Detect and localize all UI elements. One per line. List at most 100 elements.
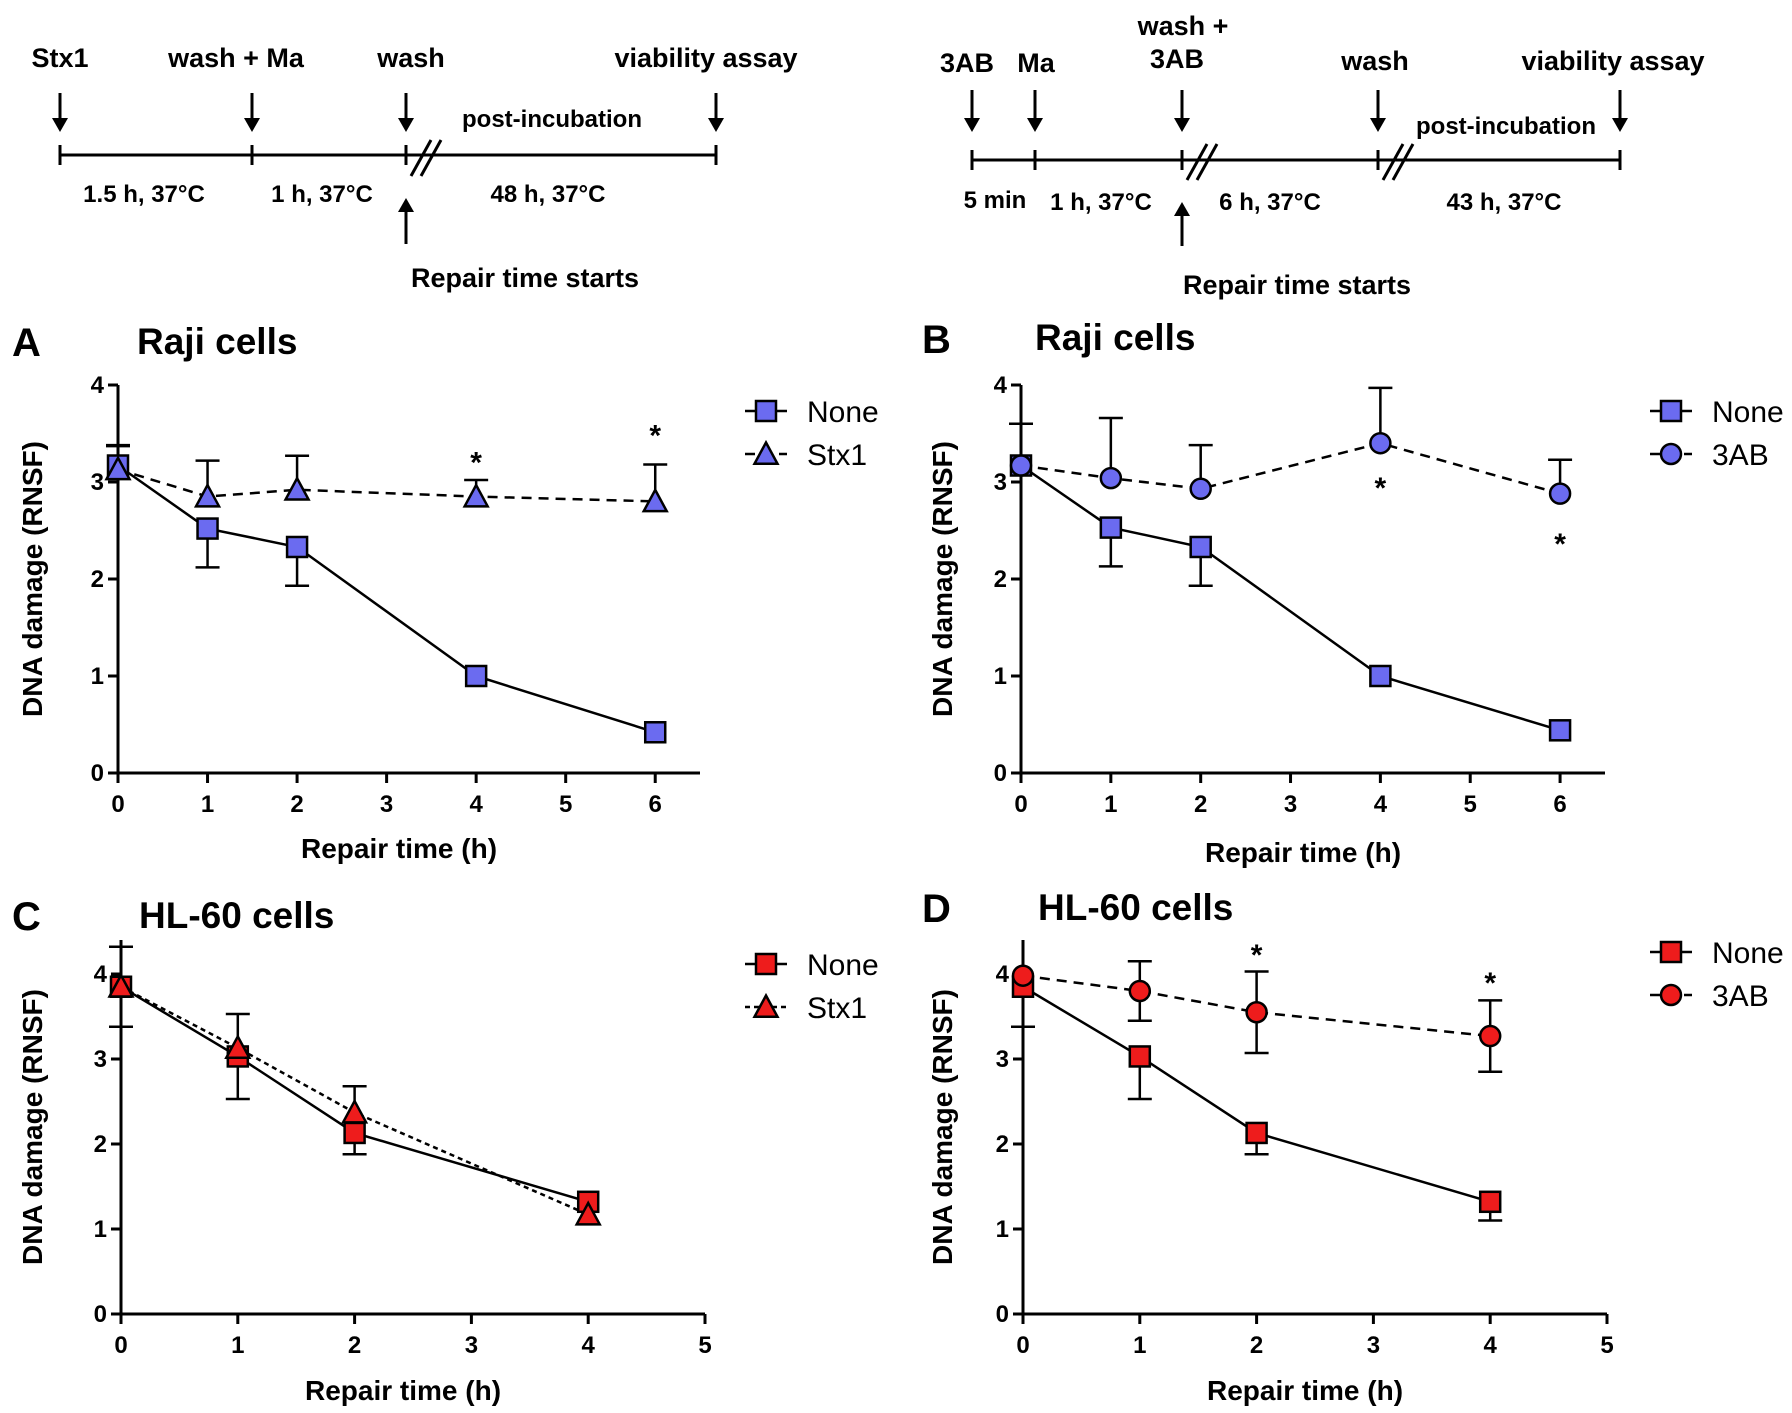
data-point-stx1 — [193, 482, 222, 508]
timeline-label-repair-starts: Repair time starts — [1183, 270, 1411, 300]
x-axis-title: Repair time (h) — [301, 833, 497, 864]
y-tick-label: 4 — [994, 372, 1008, 399]
data-point-stx1 — [462, 482, 490, 508]
arrowhead — [398, 118, 414, 132]
significance-star: * — [1554, 528, 1566, 561]
data-point-3ab — [1009, 454, 1033, 477]
y-tick-label: 4 — [91, 372, 105, 399]
timeline-label-stx1: Stx1 — [31, 43, 88, 73]
significance-star: * — [1484, 967, 1496, 1000]
legend-label: None — [807, 396, 879, 429]
series-line-3ab — [1022, 974, 1491, 1038]
y-tick-label: 4 — [94, 961, 108, 988]
legend-marker-stx1 — [752, 992, 780, 1019]
panel-letter: A — [12, 321, 41, 365]
panel-title: Raji cells — [137, 321, 297, 362]
panel-title: HL-60 cells — [1038, 887, 1233, 928]
arrowhead — [1370, 118, 1386, 132]
data-point-3ab — [1478, 1024, 1502, 1048]
legend-marker-none — [1659, 399, 1683, 423]
y-axis-title: DNA damage (RNSF) — [927, 989, 958, 1265]
y-tick-label: 0 — [94, 1301, 107, 1328]
y-tick-label: 0 — [996, 1301, 1009, 1328]
y-tick-label: 3 — [996, 1046, 1009, 1073]
data-point-stx1 — [104, 455, 132, 481]
legend-label: None — [807, 949, 879, 982]
timeline-right-break — [1195, 143, 1219, 181]
legend-label: 3AB — [1712, 980, 1769, 1013]
y-tick-label: 1 — [996, 1216, 1009, 1243]
legend-marker-stx1 — [752, 439, 780, 466]
arrowhead — [52, 118, 68, 132]
y-axis-title: DNA damage (RNSF) — [17, 441, 48, 717]
data-point-stx1 — [224, 1033, 252, 1059]
y-tick-label: 3 — [994, 469, 1007, 496]
y-axis-title: DNA damage (RNSF) — [17, 989, 48, 1265]
timeline-duration: 48 h, 37°C — [491, 181, 606, 208]
x-tick-label: 1 — [1104, 791, 1117, 818]
timeline-label-post-incubation: post-incubation — [1416, 113, 1596, 140]
x-tick-label: 1 — [1133, 1332, 1146, 1359]
legend-marker-3ab — [1659, 983, 1683, 1007]
x-tick-label: 0 — [111, 791, 124, 818]
x-tick-label: 5 — [1600, 1332, 1613, 1359]
panel-D: D HL-60 cells 0 1 2 3 4 0 1 2 3 4 5 Repair time (h) DN… — [922, 887, 1784, 1406]
y-axis-title: DNA damage (RNSF) — [927, 441, 958, 717]
timeline-label-wash-ma: wash + Ma — [167, 43, 305, 73]
timeline-left-break — [419, 139, 443, 177]
x-axis-title: Repair time (h) — [305, 1375, 501, 1406]
legend-marker-3ab — [1659, 442, 1683, 466]
data-point-3ab — [1369, 431, 1392, 455]
data-point-none — [1099, 516, 1123, 539]
data-point-none — [1478, 1190, 1502, 1214]
series-line-none — [1020, 464, 1561, 732]
legend-marker-none — [1659, 940, 1683, 964]
x-axis-title: Repair time (h) — [1205, 837, 1401, 868]
arrowhead — [398, 198, 414, 212]
x-tick-label: 4 — [1374, 791, 1388, 818]
data-point-stx1 — [283, 475, 311, 501]
legend-marker-none — [754, 399, 778, 423]
x-tick-label: 3 — [1284, 791, 1297, 818]
x-tick-label: 6 — [1553, 791, 1566, 818]
x-tick-label: 1 — [231, 1332, 244, 1359]
series-line-none — [120, 985, 589, 1203]
arrowhead — [1027, 118, 1043, 132]
data-point-none — [343, 1121, 366, 1145]
arrowhead — [1174, 202, 1190, 216]
series-line-3ab — [1020, 441, 1561, 495]
data-point-none — [1369, 664, 1392, 688]
timeline-left-break — [409, 139, 433, 177]
y-tick-label: 1 — [994, 663, 1007, 690]
timeline-duration: 43 h, 37°C — [1447, 189, 1562, 216]
data-point-3ab — [1099, 466, 1123, 490]
data-point-none — [285, 535, 309, 559]
timeline-label-viability: viability assay — [1521, 46, 1704, 76]
data-point-3ab — [1548, 482, 1572, 505]
data-point-none — [196, 517, 219, 540]
legend-label: Stx1 — [807, 992, 867, 1025]
data-point-none — [1245, 1121, 1268, 1145]
timeline-label-wash-3ab: wash + — [1137, 11, 1229, 41]
y-tick-label: 2 — [994, 566, 1007, 593]
arrowhead — [1174, 118, 1190, 132]
legend-label: None — [1712, 937, 1784, 970]
legend-label: 3AB — [1712, 439, 1769, 472]
y-tick-label: 1 — [94, 1216, 107, 1243]
x-tick-label: 2 — [348, 1332, 361, 1359]
timeline-duration: 1 h, 37°C — [1050, 189, 1152, 216]
timeline-label-viability: viability assay — [614, 43, 797, 73]
legend-label: None — [1712, 396, 1784, 429]
data-point-stx1 — [641, 487, 669, 513]
data-point-3ab — [1011, 964, 1035, 987]
x-tick-label: 0 — [114, 1332, 127, 1359]
x-tick-label: 3 — [380, 791, 393, 818]
panel-title: Raji cells — [1035, 317, 1195, 358]
x-axis-title: Repair time (h) — [1207, 1375, 1403, 1406]
timeline-duration: 5 min — [964, 187, 1027, 214]
data-point-stx1 — [341, 1098, 369, 1124]
panel-letter: C — [12, 895, 41, 939]
y-tick-label: 3 — [94, 1046, 107, 1073]
x-tick-label: 5 — [698, 1332, 711, 1359]
legend-label: Stx1 — [807, 439, 867, 472]
